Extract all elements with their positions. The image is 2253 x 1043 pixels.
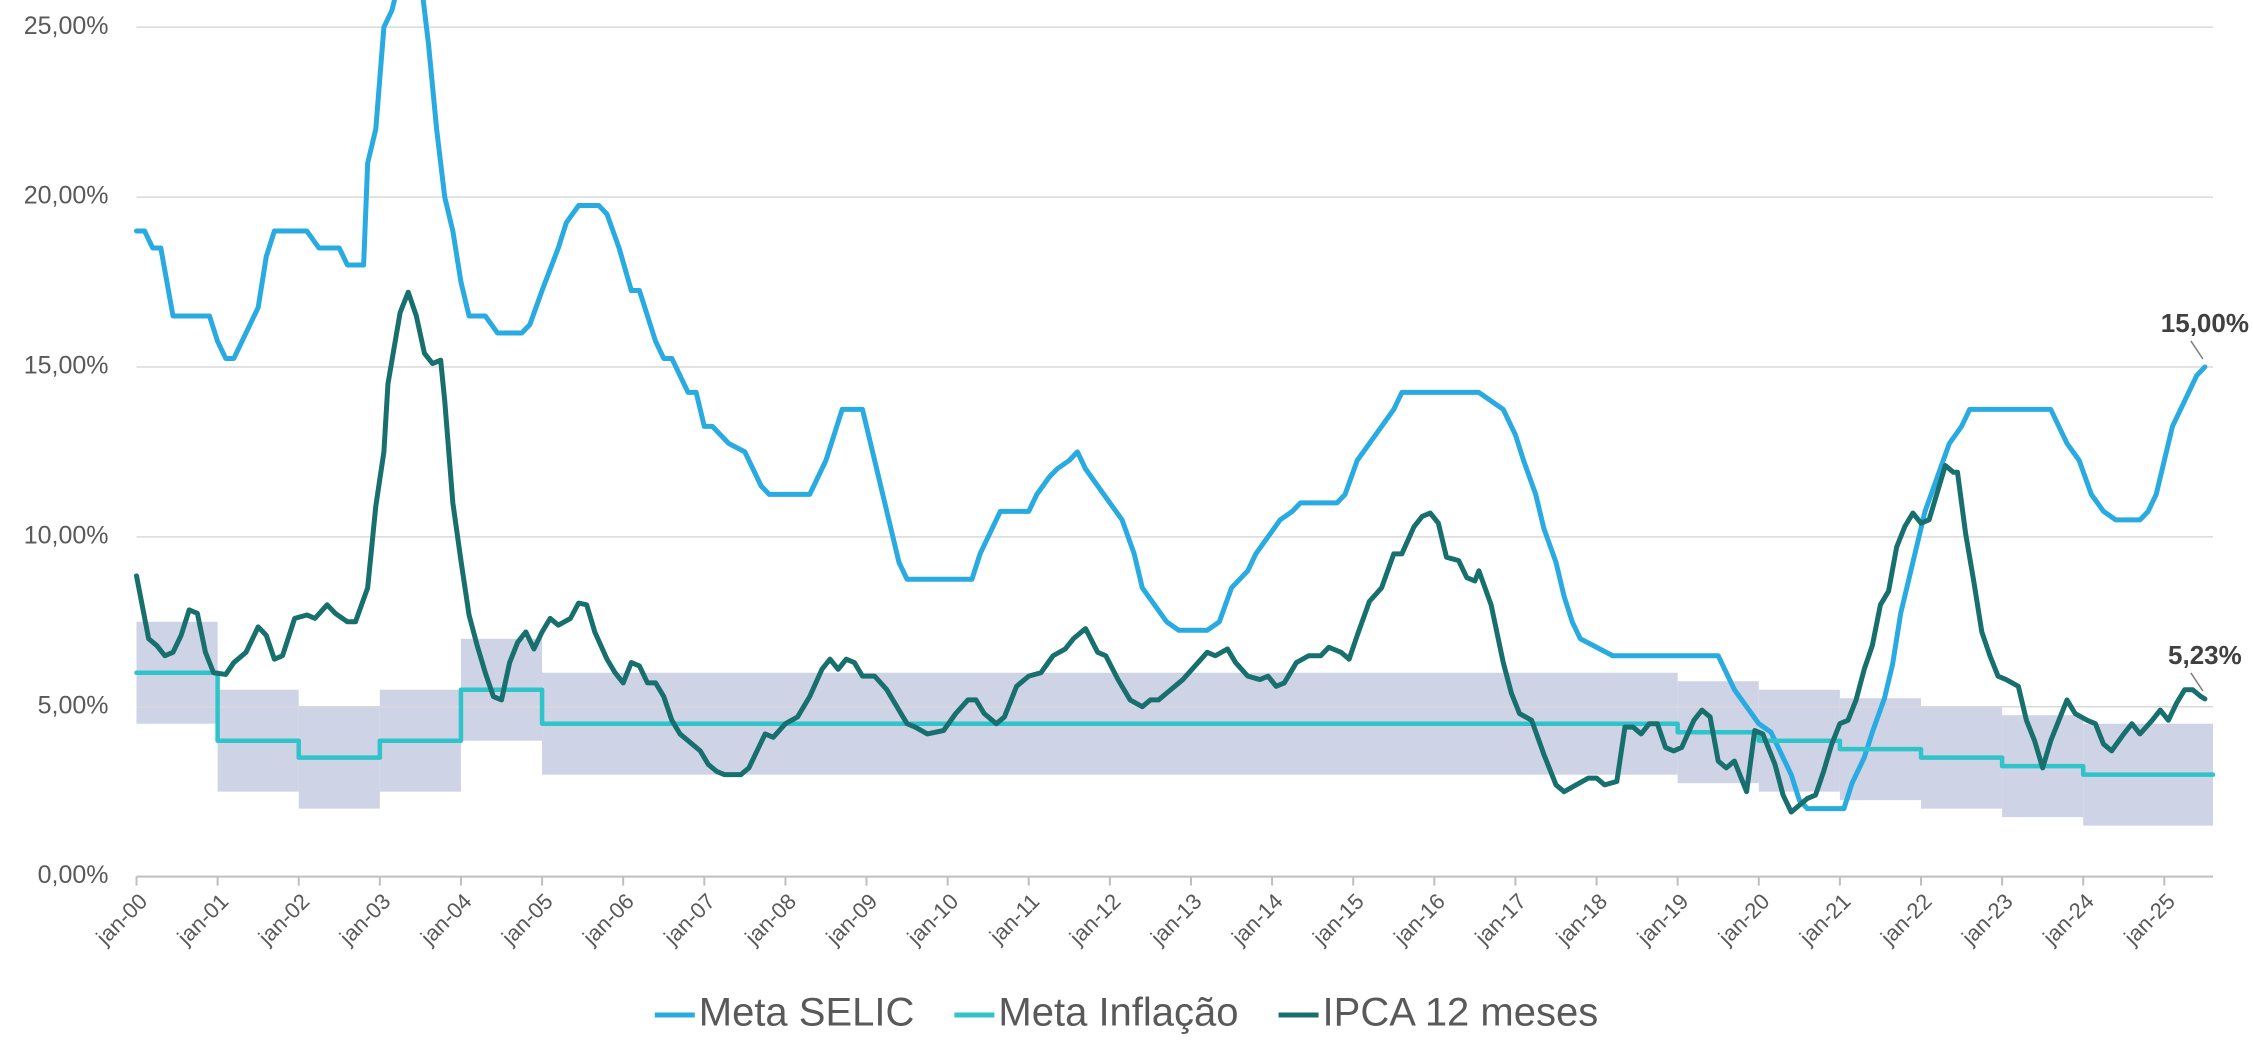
- x-tick-label: jan-02: [253, 889, 315, 951]
- y-tick-label: 5,00%: [38, 691, 109, 719]
- x-tick-label: jan-05: [496, 889, 558, 951]
- x-tick-label: jan-10: [902, 889, 964, 951]
- y-tick-label: 25,00%: [24, 12, 109, 40]
- y-tick-label: 15,00%: [24, 352, 109, 380]
- value-label-leader: [2190, 672, 2204, 692]
- x-tick-label: jan-00: [91, 889, 153, 951]
- x-tick-label: jan-22: [1875, 889, 1937, 951]
- series-line: [134, 0, 2208, 812]
- legend-label: Meta Inflação: [998, 991, 1238, 1035]
- axis-layer: [135, 875, 2213, 886]
- value-label: 5,23%: [2168, 640, 2242, 670]
- lines-layer: [134, 0, 2216, 815]
- labels-layer: 0,00% 5,00% 10,00% 15,00% 20,00% 25,00% jan-00…: [24, 12, 2249, 950]
- x-tick-label: jan-06: [577, 889, 639, 951]
- x-tick-label: jan-17: [1469, 889, 1531, 951]
- x-tick-label: jan-23: [1956, 889, 2018, 951]
- y-tick-label: 10,00%: [24, 521, 109, 549]
- x-tick-label: jan-24: [2037, 889, 2099, 951]
- x-tick-label: jan-25: [2118, 889, 2180, 951]
- x-tick-label: jan-07: [658, 889, 720, 951]
- x-tick-label: jan-15: [1307, 889, 1369, 951]
- x-tick-label: jan-04: [415, 889, 477, 951]
- x-tick-label: jan-16: [1388, 889, 1450, 951]
- x-tick-label: jan-11: [984, 889, 1044, 949]
- x-tick-label: jan-13: [1145, 889, 1207, 951]
- x-tick-label: jan-01: [172, 889, 234, 951]
- x-tick-label: jan-14: [1226, 889, 1288, 951]
- legend-label: Meta SELIC: [699, 991, 915, 1035]
- x-tick-label: jan-08: [739, 889, 801, 951]
- x-tick-label: jan-21: [1794, 889, 1856, 951]
- x-tick-label: jan-03: [334, 889, 396, 951]
- series-line: [134, 289, 2208, 815]
- y-tick-label: 20,00%: [24, 182, 109, 210]
- x-tick-label: jan-19: [1632, 889, 1694, 951]
- x-tick-label: jan-20: [1713, 889, 1775, 951]
- legend: Meta SELIC Meta Inflação IPCA 12 meses: [654, 991, 1599, 1035]
- x-tick-label: jan-12: [1064, 889, 1126, 951]
- x-tick-label: jan-09: [821, 889, 883, 951]
- x-tick-label: jan-18: [1551, 889, 1613, 951]
- value-label: 15,00%: [2161, 308, 2249, 338]
- y-tick-label: 0,00%: [38, 861, 109, 889]
- value-label-leader: [2190, 340, 2204, 360]
- legend-label: IPCA 12 meses: [1323, 991, 1599, 1035]
